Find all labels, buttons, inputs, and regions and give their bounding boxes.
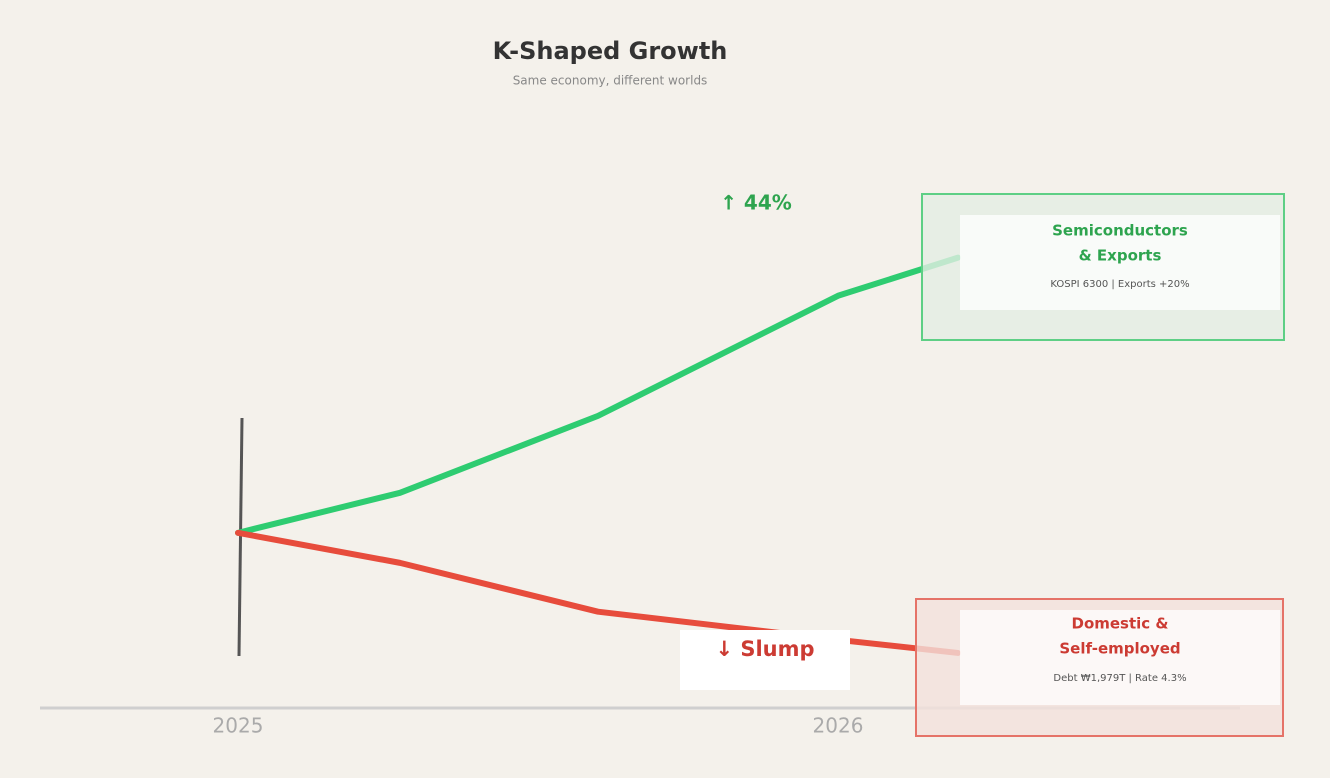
callout-detail: KOSPI 6300 | Exports +20%: [1050, 279, 1189, 290]
x-tick-label: 2026: [813, 714, 864, 738]
callout-card: [960, 610, 1280, 705]
chart-subtitle: Same economy, different worlds: [513, 74, 708, 88]
lines: [235, 254, 961, 656]
callout-title: & Exports: [1079, 247, 1162, 265]
callout-title: Self-employed: [1059, 640, 1180, 658]
annotation: ↓ Slump: [715, 637, 814, 661]
callout-title: Domestic &: [1072, 615, 1169, 633]
chart-title: K-Shaped Growth: [493, 37, 728, 65]
annotation-bg: [680, 630, 850, 690]
series-line: [235, 529, 961, 656]
annotation: ↑ 44%: [720, 191, 792, 215]
x-tick-label: 2025: [213, 714, 264, 738]
callout-title: Semiconductors: [1052, 222, 1188, 240]
series-line: [235, 254, 961, 536]
callout-card: [960, 215, 1280, 310]
origin-marker: [237, 417, 244, 657]
callout-detail: Debt ₩1,979T | Rate 4.3%: [1053, 673, 1186, 684]
